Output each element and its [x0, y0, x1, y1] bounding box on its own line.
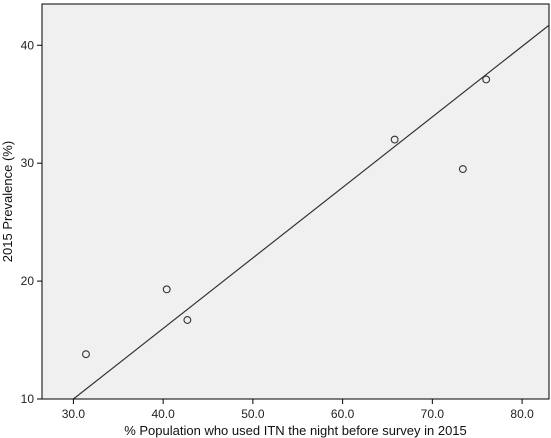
- y-tick-label: 20: [21, 274, 35, 288]
- data-point: [82, 350, 90, 359]
- data-point: [183, 316, 192, 324]
- data-point: [162, 285, 171, 294]
- x-tick-label: 50.0: [241, 407, 265, 421]
- y-axis-title: 2015 Prevalence (%): [0, 141, 15, 262]
- fit-line-layer: [73, 24, 549, 399]
- x-tick-label: 70.0: [421, 407, 445, 421]
- x-axis-title: % Population who used ITN the night befo…: [124, 423, 467, 438]
- x-tick-label: 30.0: [62, 407, 86, 421]
- x-axis-ticks: 30.0 40.0 50.0 60.0 70.0 80.0: [62, 399, 534, 421]
- y-tick-label: 40: [21, 38, 35, 52]
- x-tick-label: 40.0: [151, 407, 175, 421]
- data-point: [482, 75, 491, 84]
- fit-line: [73, 24, 549, 399]
- x-tick-label: 80.0: [510, 407, 534, 421]
- y-tick-label: 10: [21, 392, 35, 406]
- plot-area: [41, 3, 550, 400]
- data-point: [458, 165, 467, 174]
- y-tick-label: 30: [21, 156, 35, 170]
- y-axis-ticks: 10 20 30 40: [21, 38, 42, 406]
- x-tick-label: 60.0: [331, 407, 355, 421]
- data-points: [82, 75, 491, 359]
- data-point: [390, 135, 399, 144]
